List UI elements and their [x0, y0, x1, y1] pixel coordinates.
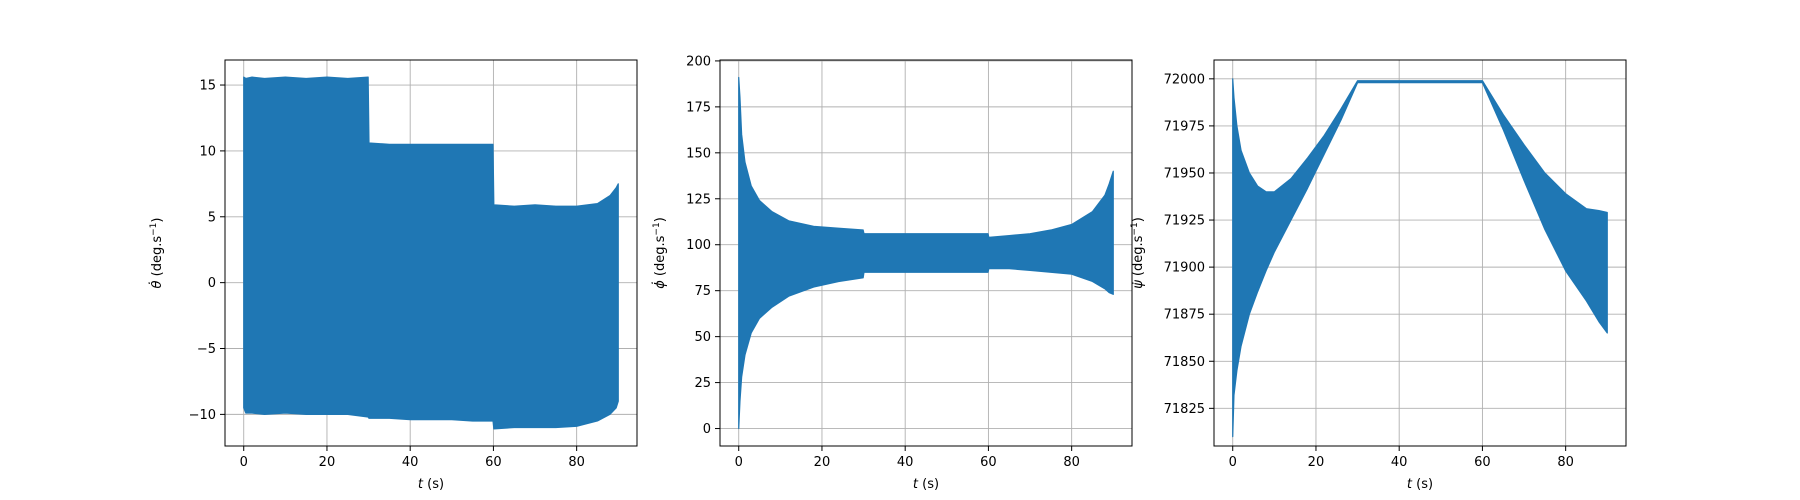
x-axis-label-unit: (s) [918, 477, 939, 492]
x-axis-label-var: t [913, 477, 919, 492]
x-tick-label-3: 60 [980, 455, 997, 470]
y-tick-label-8: 200 [686, 54, 711, 69]
y-tick-label-4: 71925 [1164, 214, 1205, 229]
y-tick-label-6: 150 [686, 146, 711, 161]
y-tick-label-5: 15 [199, 79, 216, 94]
y-axis-label-close: ) [150, 218, 165, 223]
y-tick-label-7: 175 [686, 100, 711, 115]
x-tick-label-1: 20 [814, 455, 831, 470]
x-tick-label-1: 20 [1308, 455, 1325, 470]
y-tick-label-2: 71875 [1164, 308, 1205, 323]
y-axis-label-var: θ̇ [149, 280, 165, 288]
x-tick-label-0: 0 [1229, 455, 1237, 470]
x-tick-label-4: 80 [1063, 455, 1080, 470]
y-tick-label-4: 10 [199, 144, 216, 159]
y-axis-label: θ̇ (deg.s−1) [149, 218, 165, 289]
y-tick-label-2: 0 [208, 276, 216, 291]
x-axis-label-unit: (s) [423, 477, 444, 492]
x-axis-label-var: t [418, 477, 424, 492]
y-tick-label-1: 71850 [1164, 355, 1205, 370]
x-axis-label: t (s) [1407, 477, 1433, 492]
y-axis-label-exponent: −1 [652, 222, 662, 235]
y-tick-label-1: 25 [694, 376, 711, 391]
x-axis-label: t (s) [913, 477, 939, 492]
series-band-1 [243, 76, 619, 430]
x-axis-label-unit: (s) [1412, 477, 1433, 492]
y-tick-label-3: 71900 [1164, 261, 1205, 276]
series-band-1 [1232, 78, 1608, 438]
y-tick-label-5: 71950 [1164, 166, 1205, 181]
x-tick-label-2: 40 [1391, 455, 1408, 470]
y-tick-label-5: 125 [686, 192, 711, 207]
y-tick-label-2: 50 [694, 330, 711, 345]
subplot-3: 0 20 40 60 80 71825 71850 71875 71900 71925 71950 7… [1130, 59, 1627, 492]
x-tick-label-4: 80 [1557, 455, 1574, 470]
y-axis-label-close: ) [653, 217, 668, 222]
y-tick-label-6: 71975 [1164, 119, 1205, 134]
x-tick-label-4: 80 [568, 455, 585, 470]
x-tick-label-2: 40 [402, 455, 419, 470]
y-axis-label-var: ϕ̇ [652, 280, 668, 289]
x-axis-label-var: t [1407, 477, 1413, 492]
x-tick-label-1: 20 [319, 455, 336, 470]
y-axis-label-var: ψ̇ [1131, 280, 1146, 289]
y-tick-label-3: 5 [208, 210, 216, 225]
y-axis-label: ψ̇ (deg.s−1) [1130, 217, 1146, 289]
y-axis-label-unit: (deg.s [150, 236, 165, 281]
subplot-1: 0 20 40 60 80 −10 −5 0 5 10 15 t (s) θ̇ (deg.s−1) [149, 59, 638, 492]
x-tick-label-2: 40 [897, 455, 914, 470]
x-tick-label-0: 0 [735, 455, 743, 470]
y-axis-label: ϕ̇ (deg.s−1) [652, 217, 668, 289]
y-tick-label-1: −5 [197, 342, 216, 357]
x-axis-label: t (s) [418, 477, 444, 492]
y-tick-label-0: 0 [703, 422, 711, 437]
x-tick-label-3: 60 [1474, 455, 1491, 470]
y-tick-label-4: 100 [686, 238, 711, 253]
axes-frame [719, 59, 1133, 447]
subplot-2: 0 20 40 60 80 0 25 50 75 100 125 150 175 200 t (s) ϕ̇ (… [652, 54, 1133, 492]
y-tick-label-7: 72000 [1164, 72, 1205, 87]
axes-frame [224, 59, 638, 447]
y-tick-label-3: 75 [694, 284, 711, 299]
x-tick-label-3: 60 [485, 455, 502, 470]
y-axis-label-close: ) [1131, 217, 1146, 222]
y-axis-label-exponent: −1 [1130, 222, 1140, 235]
axes-frame [1213, 59, 1627, 447]
y-tick-label-0: 71825 [1164, 402, 1205, 417]
y-tick-label-0: −10 [189, 408, 216, 423]
x-tick-label-0: 0 [240, 455, 248, 470]
y-axis-label-unit: (deg.s [1131, 235, 1146, 280]
series-band-1 [738, 76, 1114, 430]
y-axis-label-unit: (deg.s [653, 235, 668, 280]
y-axis-label-exponent: −1 [149, 223, 159, 236]
